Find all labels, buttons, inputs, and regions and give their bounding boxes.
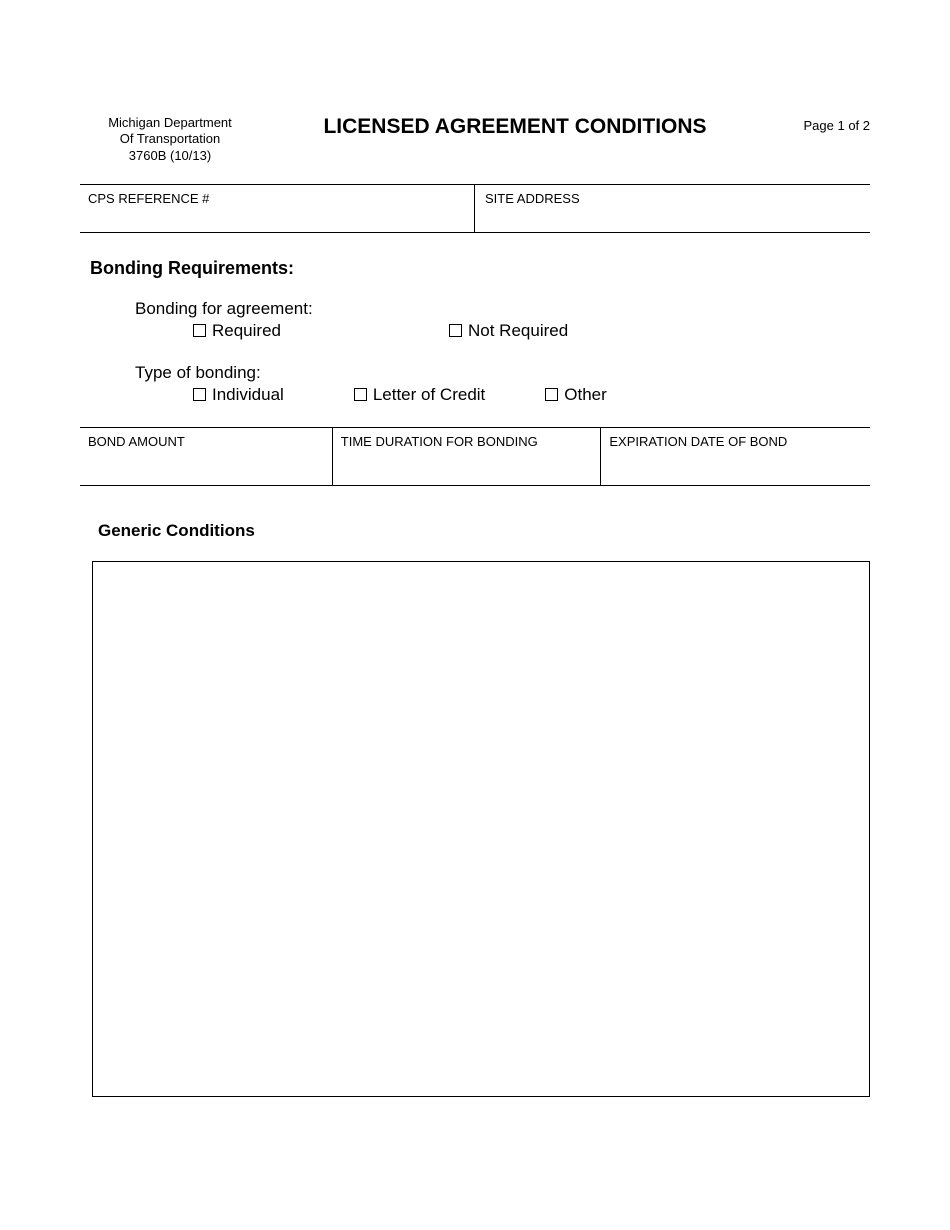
other-option[interactable]: Other (545, 385, 607, 405)
page-title: LICENSED AGREEMENT CONDITIONS (260, 110, 770, 139)
page-number: Page 1 of 2 (770, 110, 870, 133)
site-address-label: SITE ADDRESS (475, 185, 870, 232)
bond-details-table: BOND AMOUNT TIME DURATION FOR BONDING EX… (80, 427, 870, 486)
bonding-agreement-label: Bonding for agreement: (135, 299, 870, 319)
checkbox-icon (193, 324, 206, 337)
type-checkbox-row: Individual Letter of Credit Other (80, 385, 870, 405)
other-label: Other (564, 385, 607, 405)
dept-line1: Michigan Department (80, 115, 260, 131)
generic-conditions-box (92, 561, 870, 1097)
bonding-type-label: Type of bonding: (135, 363, 870, 383)
reference-table: CPS REFERENCE # SITE ADDRESS (80, 184, 870, 233)
checkbox-icon (449, 324, 462, 337)
bonding-section-title: Bonding Requirements: (90, 258, 870, 279)
checkbox-icon (545, 388, 558, 401)
bond-amount-label: BOND AMOUNT (80, 428, 333, 485)
cps-reference-label: CPS REFERENCE # (80, 185, 475, 232)
department-block: Michigan Department Of Transportation 37… (80, 110, 260, 164)
individual-label: Individual (212, 385, 284, 405)
individual-option[interactable]: Individual (193, 385, 284, 405)
form-code: 3760B (10/13) (80, 148, 260, 164)
not-required-option[interactable]: Not Required (449, 321, 568, 341)
header-row: Michigan Department Of Transportation 37… (80, 110, 870, 164)
form-page: Michigan Department Of Transportation 37… (0, 0, 950, 1137)
bond-expiration-label: EXPIRATION DATE OF BOND (601, 428, 870, 485)
checkbox-icon (354, 388, 367, 401)
dept-line2: Of Transportation (80, 131, 260, 147)
not-required-label: Not Required (468, 321, 568, 341)
bond-duration-label: TIME DURATION FOR BONDING (333, 428, 602, 485)
checkbox-icon (193, 388, 206, 401)
agreement-checkbox-row: Required Not Required (80, 321, 870, 341)
generic-conditions-title: Generic Conditions (98, 521, 870, 541)
letter-of-credit-option[interactable]: Letter of Credit (354, 385, 485, 405)
required-label: Required (212, 321, 281, 341)
letter-of-credit-label: Letter of Credit (373, 385, 485, 405)
required-option[interactable]: Required (193, 321, 281, 341)
